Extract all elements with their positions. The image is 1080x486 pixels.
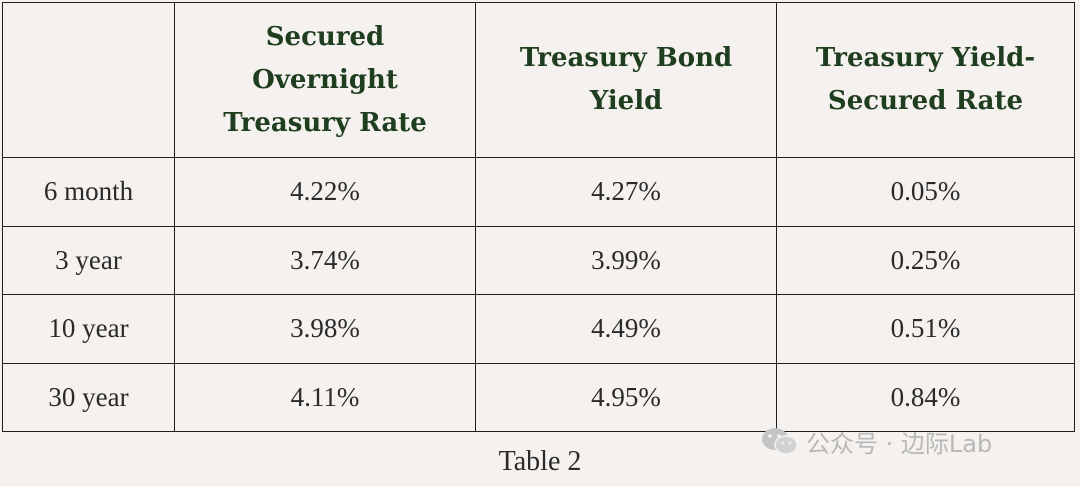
watermark: 公众号 · 边际Lab: [760, 424, 992, 459]
header-row: Secured Overnight Treasury Rate Treasury…: [2, 2, 1075, 158]
table-cell: 4.22%: [174, 157, 476, 227]
watermark-text: 公众号 · 边际Lab: [806, 430, 993, 458]
header-cell-sofr: Secured Overnight Treasury Rate: [174, 2, 476, 158]
header-cell-empty: [2, 2, 175, 158]
table-cell: 0.25%: [776, 225, 1075, 295]
table-cell: 3.99%: [475, 225, 777, 295]
table-caption: Table 2: [498, 446, 582, 477]
table-row: 6 month 4.22% 4.27% 0.05%: [2, 157, 1075, 227]
table-cell: 0.84%: [776, 362, 1075, 432]
table-cell: 4.27%: [475, 157, 777, 227]
table-cell: 3.74%: [174, 225, 476, 295]
table-cell: 0.51%: [776, 294, 1075, 364]
header-cell-treasury-yield: Treasury Bond Yield: [475, 2, 777, 158]
row-label: 10 year: [2, 294, 175, 364]
header-cell-spread: Treasury Yield-Secured Rate: [776, 2, 1075, 158]
table-cell: 4.49%: [475, 294, 777, 364]
table-cell: 0.05%: [776, 157, 1075, 227]
table-cell: 4.11%: [174, 362, 476, 432]
table-cell: 4.95%: [475, 362, 777, 432]
row-label: 30 year: [2, 362, 175, 432]
table-row: 30 year 4.11% 4.95% 0.84%: [2, 362, 1075, 432]
table-row: 10 year 3.98% 4.49% 0.51%: [2, 294, 1075, 364]
row-label: 3 year: [2, 225, 175, 295]
row-label: 6 month: [2, 157, 175, 227]
table-row: 3 year 3.74% 3.99% 0.25%: [2, 225, 1075, 295]
table-cell: 3.98%: [174, 294, 476, 364]
wechat-icon: [760, 426, 800, 458]
rates-table: Secured Overnight Treasury Rate Treasury…: [2, 2, 1075, 432]
